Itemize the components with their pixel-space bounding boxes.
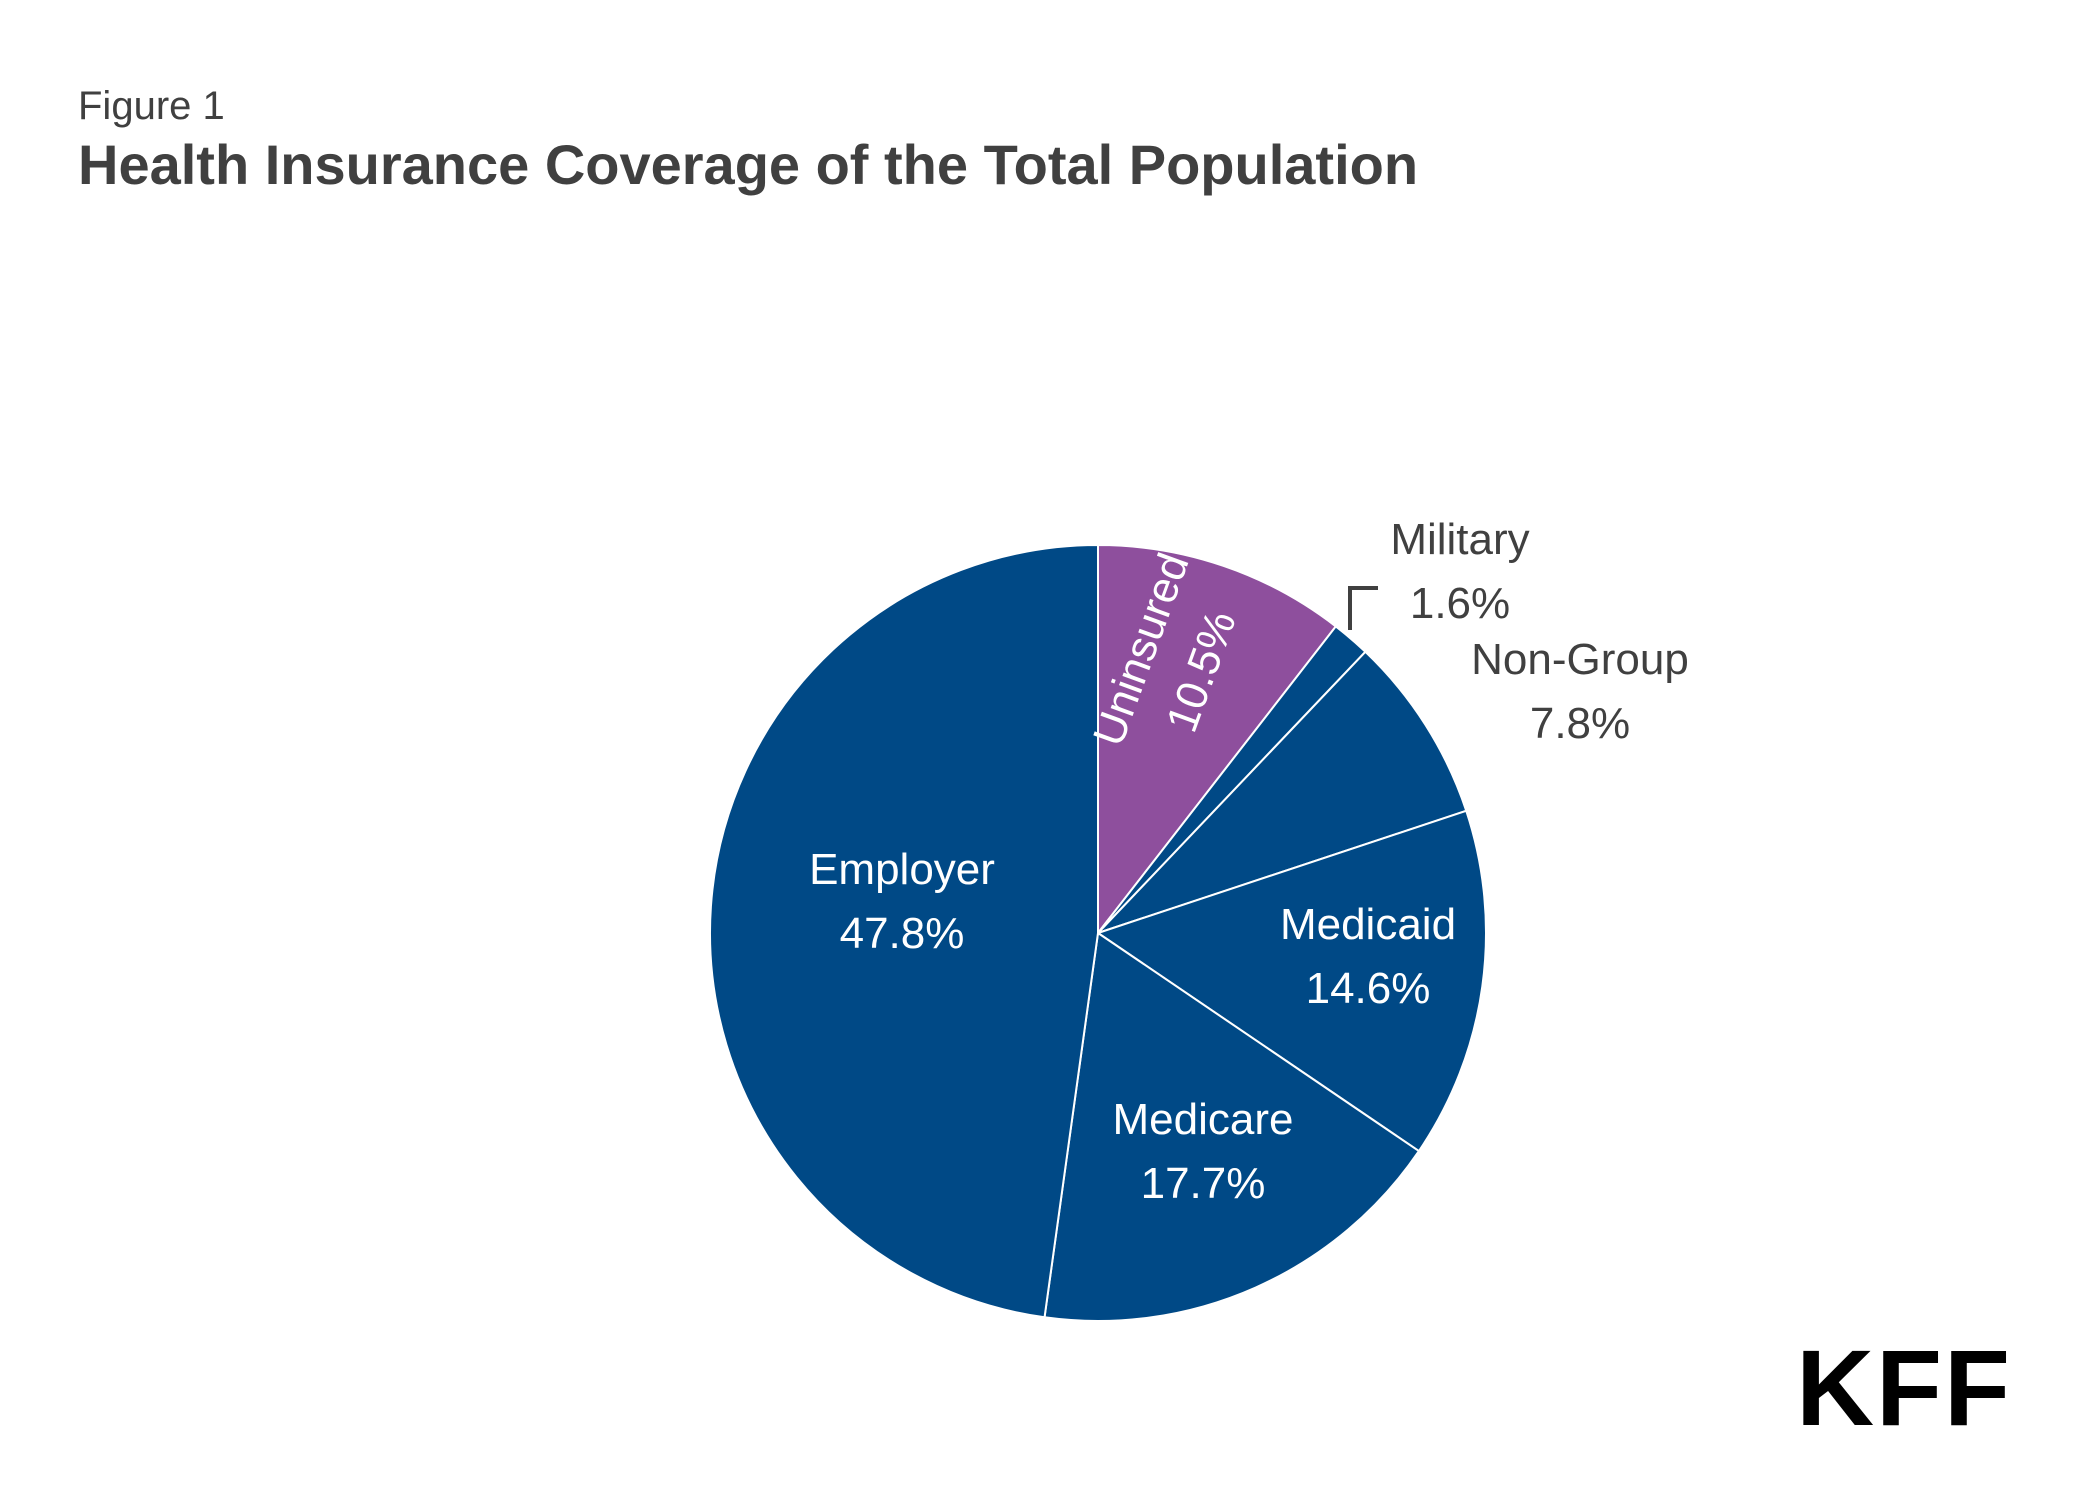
- slice-label-employer: Employer 47.8%: [809, 845, 995, 958]
- pie-slice-medicare: [1043, 931, 1421, 1322]
- slice-value-label: 1.6%: [1410, 579, 1510, 628]
- figure-label: Figure 1: [78, 84, 225, 128]
- slice-category-label: Medicare: [1113, 1095, 1294, 1144]
- pie-slice-non-group: [1097, 650, 1468, 934]
- kff-logo: KFF: [1796, 1327, 2012, 1448]
- chart-title: Health Insurance Coverage of the Total P…: [78, 133, 1419, 196]
- military-leader-line: [1348, 586, 1378, 630]
- slice-label-military: Military 1.6%: [1390, 515, 1529, 628]
- slice-value-label: 7.8%: [1530, 699, 1630, 748]
- pie-slice-employer: [709, 543, 1099, 1319]
- slice-category-label: Medicaid: [1280, 900, 1456, 949]
- slice-label-non-group: Non-Group 7.8%: [1471, 635, 1689, 748]
- slice-category-label: Employer: [809, 845, 995, 894]
- pie-slice-uninsured: [1097, 543, 1338, 936]
- slice-label-medicare: Medicare 17.7%: [1113, 1095, 1294, 1208]
- slice-value-label: 17.7%: [1141, 1159, 1266, 1208]
- slice-category-label: Non-Group: [1471, 635, 1689, 684]
- slice-value-label: 47.8%: [840, 909, 965, 958]
- pie-slice-medicaid: [1095, 809, 1487, 1153]
- slice-label-medicaid: Medicaid 14.6%: [1280, 900, 1456, 1013]
- slice-category-label: Military: [1390, 515, 1529, 564]
- slice-value-label: 14.6%: [1306, 964, 1431, 1013]
